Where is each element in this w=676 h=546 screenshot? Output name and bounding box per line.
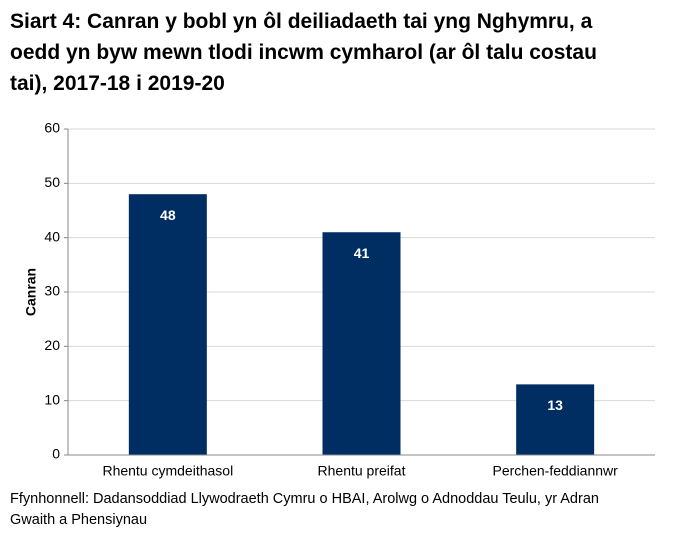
y-tick-label: 40 <box>44 228 60 244</box>
y-tick-label: 30 <box>44 283 60 299</box>
y-tick-label: 0 <box>52 446 60 462</box>
chart-title: Siart 4: Canran y bobl yn ôl deiliadaeth… <box>10 10 597 95</box>
bar <box>322 232 401 455</box>
bar <box>128 194 207 455</box>
data-label: 48 <box>160 207 176 223</box>
bar <box>516 384 595 455</box>
x-tick-label: Rhentu cymdeithasol <box>102 463 233 479</box>
x-tick-label: Rhentu preifat <box>318 463 406 479</box>
y-tick-label: 50 <box>44 174 60 190</box>
y-tick-label: 20 <box>44 337 60 353</box>
data-label: 13 <box>547 397 563 413</box>
data-label: 41 <box>354 245 370 261</box>
chart: Canran 0 10 20 30 40 50 60 Rhentu cymdeithasol 4… <box>23 120 655 479</box>
y-axis-label: Canran <box>23 268 39 316</box>
y-tick-label: 10 <box>44 391 60 407</box>
x-tick-label: Perchen-feddiannwr <box>493 463 619 479</box>
source-note: Ffynhonnell: Dadansoddiad Llywodraeth Cy… <box>10 491 599 528</box>
y-tick-label: 60 <box>44 120 60 136</box>
